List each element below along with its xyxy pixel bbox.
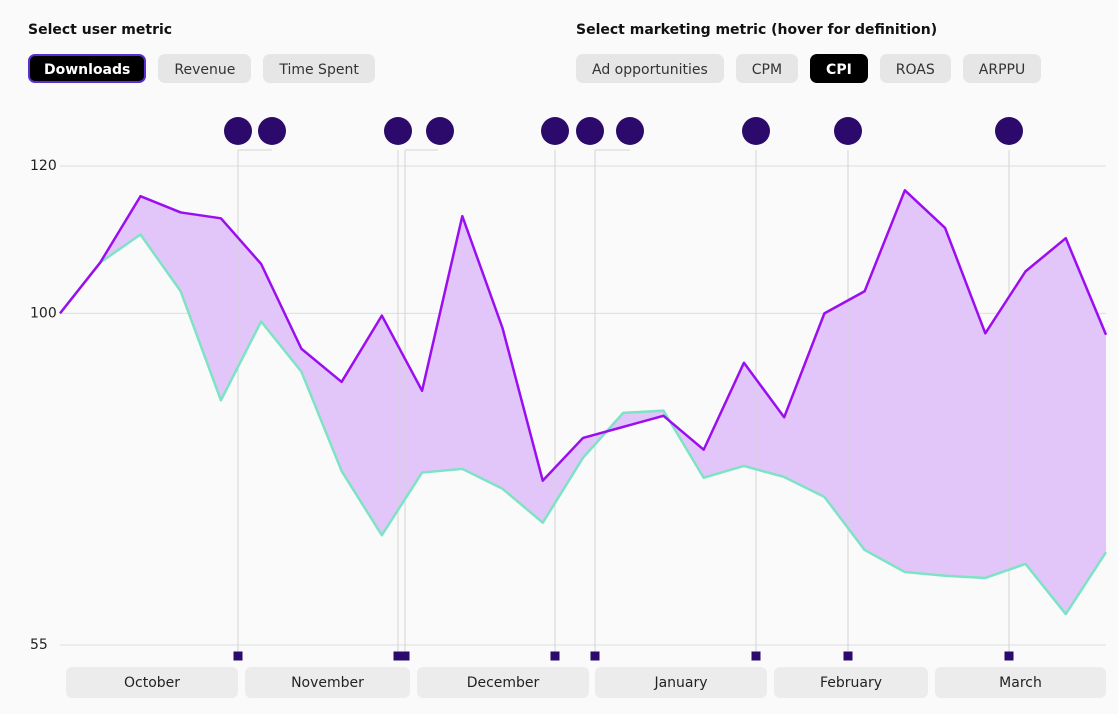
y-tick-label: 55 (30, 637, 48, 653)
month-band (935, 667, 1106, 698)
holiday-icon (995, 117, 1023, 145)
month-band (66, 667, 238, 698)
month-band (774, 667, 928, 698)
metric-button[interactable]: Ad opportunities (576, 54, 724, 83)
x-tick-label: December (467, 675, 540, 691)
event-marker (233, 651, 243, 661)
month-band (245, 667, 410, 698)
event-marker (1004, 651, 1014, 661)
options: Downloads Revenue Time Spent (28, 54, 375, 83)
y-tick-label: 120 (30, 158, 57, 174)
holiday-icon (541, 117, 569, 145)
month-band (595, 667, 767, 698)
holiday-icon (384, 117, 412, 145)
options: Ad opportunities CPM CPI ROAS ARPPU (576, 54, 1042, 83)
metric-button[interactable]: CPM (735, 54, 799, 83)
series-line (59, 189, 1108, 482)
event-marker (751, 651, 761, 661)
event-marker (590, 651, 600, 661)
holiday-icon (224, 117, 252, 145)
metric-button[interactable]: ROAS (879, 54, 951, 83)
holiday-icon (576, 117, 604, 145)
group-title: Select marketing metric (hover for defin… (576, 22, 938, 38)
month-band (417, 667, 589, 698)
holiday-icon (616, 117, 644, 145)
metric-button[interactable]: CPI (810, 54, 868, 83)
user-metric-group: Select user metric Downloads Revenue Time … (28, 20, 375, 83)
metric-button[interactable]: ARPPU (962, 54, 1042, 83)
holiday-icon (426, 117, 454, 145)
x-tick-label: October (124, 675, 180, 691)
y-tick-label: 100 (30, 305, 57, 321)
holiday-icon (834, 117, 862, 145)
holiday-icon (258, 117, 286, 145)
x-tick-label: March (999, 675, 1042, 691)
event-marker (550, 651, 560, 661)
series-line (59, 233, 1108, 616)
difference-fill (60, 190, 1106, 615)
x-tick-label: February (820, 675, 882, 691)
event-marker (400, 651, 410, 661)
event-marker (393, 651, 403, 661)
x-tick-label: November (291, 675, 364, 691)
group-title: Select user metric (28, 22, 173, 38)
metric-button[interactable]: Time Spent (263, 54, 375, 83)
x-tick-label: January (653, 675, 707, 691)
marketing-metric-group: Select marketing metric (hover for defin… (576, 20, 1042, 83)
metric-button[interactable]: Revenue (158, 54, 252, 83)
holiday-icon (742, 117, 770, 145)
metric-button[interactable]: Downloads (28, 54, 147, 83)
event-marker (843, 651, 853, 661)
